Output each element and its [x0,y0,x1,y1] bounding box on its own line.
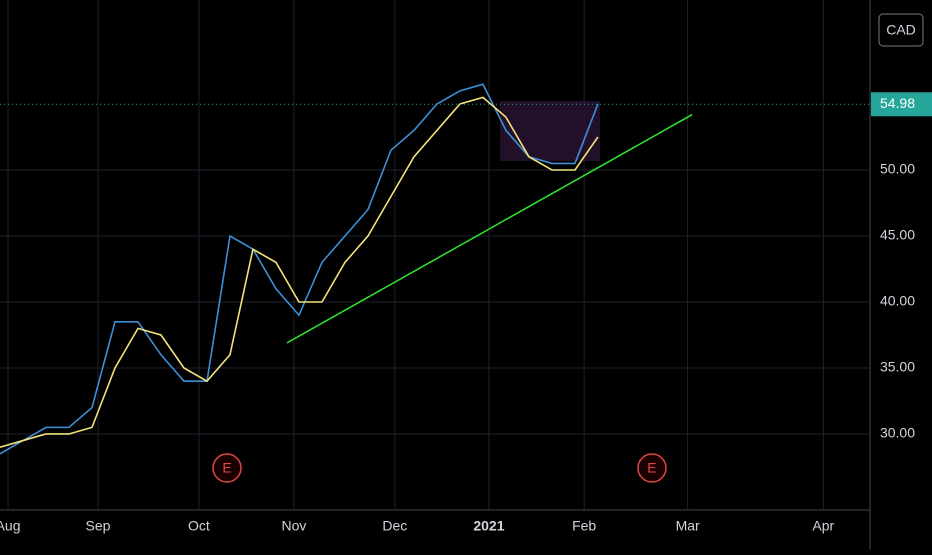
x-tick-label: 2021 [473,518,504,534]
earnings-label: E [222,460,231,476]
x-tick-label: Nov [281,518,306,534]
price-line [0,83,599,455]
x-tick-label: Oct [188,518,210,534]
x-tick-label: Feb [572,518,596,534]
price-line [0,96,599,448]
x-tick-label: Aug [0,518,21,534]
y-tick-label: 50.00 [880,161,915,177]
earnings-label: E [647,460,656,476]
y-tick-label: 40.00 [880,293,915,309]
x-tick-label: Mar [676,518,700,534]
highlight-zone [500,101,600,161]
trendline [286,113,693,344]
currency-box[interactable] [878,13,924,47]
y-tick-label: 45.00 [880,227,915,243]
x-tick-label: Sep [86,518,111,534]
y-tick-label: 30.00 [880,425,915,441]
currency-label: CAD [886,22,916,38]
x-tick-label: Dec [382,518,407,534]
y-tick-label: 35.00 [880,359,915,375]
x-tick-label: Apr [812,518,834,534]
last-price-box [871,92,932,117]
last-price-label: 54.98 [880,95,915,111]
earnings-marker[interactable] [637,453,667,483]
earnings-marker[interactable] [212,453,242,483]
